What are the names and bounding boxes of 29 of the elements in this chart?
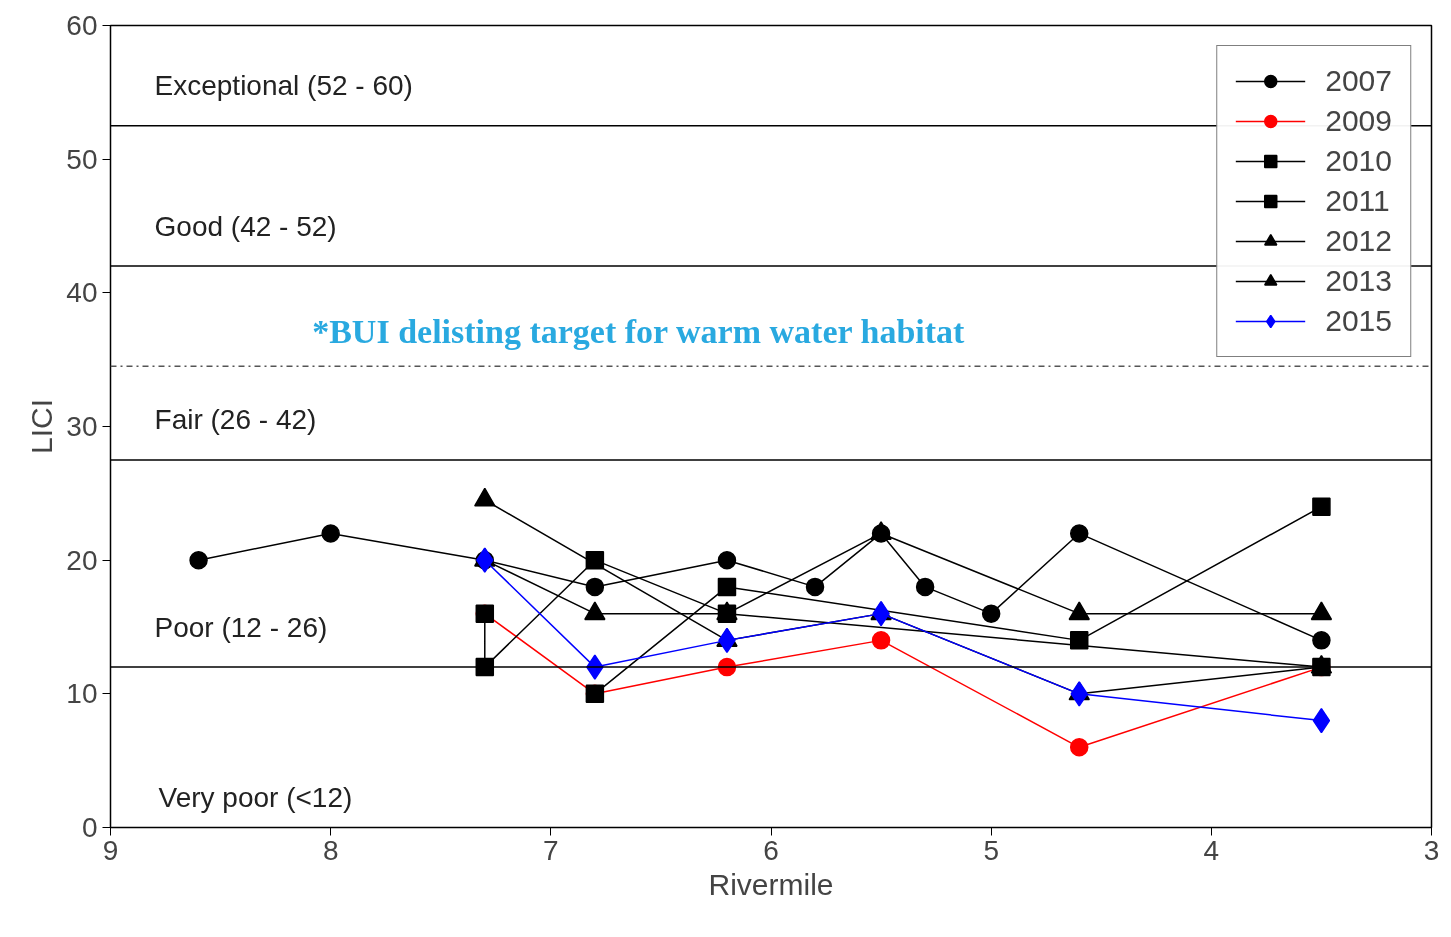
x-axis-title: Rivermile bbox=[708, 867, 834, 901]
legend-label: 2013 bbox=[1325, 264, 1392, 298]
y-axis-title: LICI bbox=[25, 398, 59, 455]
ref-line-label: Good (42 - 52) bbox=[154, 210, 337, 242]
ref-line-label: *BUI delisting target for warm water habitat bbox=[312, 313, 966, 351]
legend-label: 2007 bbox=[1325, 64, 1392, 98]
x-tick-label: 6 bbox=[763, 834, 779, 866]
ref-line-label: Poor (12 - 26) bbox=[154, 611, 328, 643]
y-tick-label: 60 bbox=[66, 10, 98, 41]
annotation: Very poor (<12) bbox=[158, 782, 353, 813]
y-tick-label: 50 bbox=[66, 143, 98, 175]
legend-label: 2010 bbox=[1325, 144, 1392, 178]
legend-label: 2009 bbox=[1325, 104, 1392, 138]
y-tick-label: 0 bbox=[81, 812, 98, 843]
legend-label: 2015 bbox=[1325, 304, 1392, 338]
x-tick-label: 7 bbox=[543, 834, 559, 866]
y-tick-label: 40 bbox=[66, 277, 98, 309]
y-tick-label: 10 bbox=[66, 678, 98, 710]
legend-label: 2012 bbox=[1325, 224, 1392, 258]
ref-line-label: Exceptional (52 - 60) bbox=[154, 70, 413, 102]
legend-label: 2011 bbox=[1325, 184, 1390, 218]
x-tick-label: 9 bbox=[102, 834, 119, 866]
legend-label: Fair (26 - 42) bbox=[154, 404, 317, 436]
y-tick-label: 30 bbox=[66, 411, 98, 442]
x-tick-label: 8 bbox=[322, 834, 339, 866]
y-tick-label: 20 bbox=[66, 544, 98, 576]
x-tick-label: 3 bbox=[1423, 834, 1440, 866]
x-tick-label: 5 bbox=[983, 834, 999, 866]
x-tick-label: 4 bbox=[1203, 834, 1220, 866]
